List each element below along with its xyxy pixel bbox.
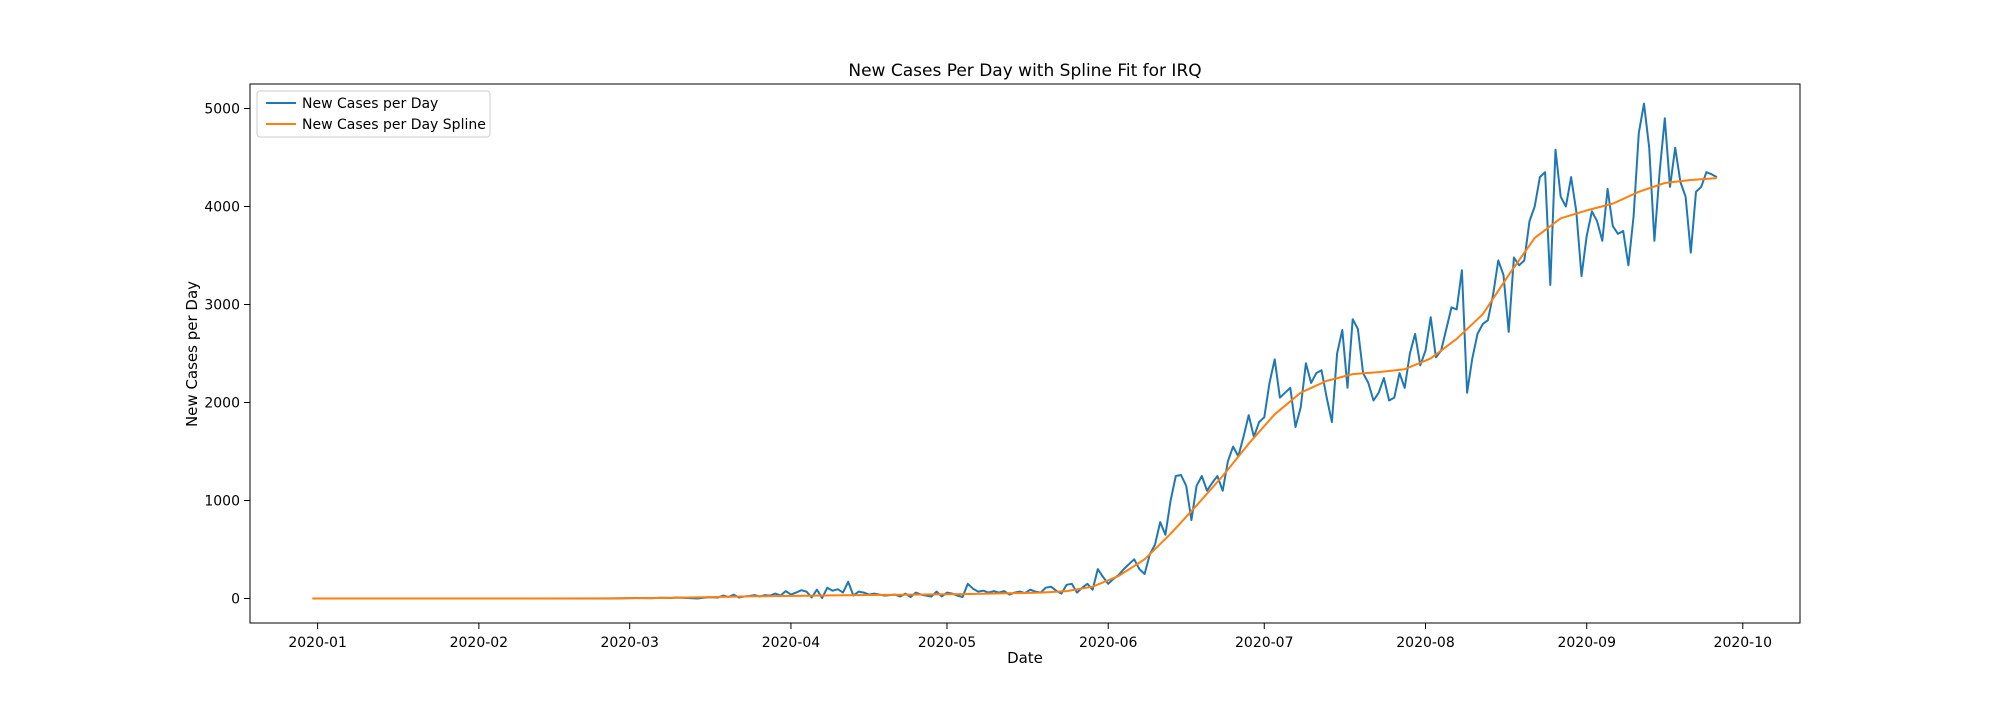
- y-tick-label: 0: [231, 592, 240, 608]
- series-line-spline: [312, 177, 1717, 600]
- x-tick-label: 2020-09: [1557, 635, 1616, 651]
- y-axis-label: New Cases per Day: [183, 281, 201, 427]
- chart-title: New Cases Per Day with Spline Fit for IR…: [848, 61, 1201, 81]
- x-tick-label: 2020-07: [1235, 635, 1294, 651]
- legend-label-new-cases: New Cases per Day: [302, 96, 438, 112]
- legend-box: [256, 90, 491, 138]
- y-tick-label: 2000: [204, 396, 240, 412]
- y-tick-label: 1000: [204, 494, 240, 510]
- plot-area-frame: [249, 83, 1801, 624]
- x-tick-label: 2020-08: [1396, 635, 1455, 651]
- x-tick-label: 2020-06: [1079, 635, 1138, 651]
- x-axis-label: Date: [1007, 649, 1043, 667]
- y-tick-label: 3000: [204, 298, 240, 314]
- x-tick-label: 2020-04: [762, 635, 821, 651]
- y-tick-label: 4000: [204, 200, 240, 216]
- y-axis: 0 1000 2000 3000 4000 5000: [204, 102, 250, 608]
- x-axis: 2020-01 2020-02 2020-03 2020-04 2020-05 2020-…: [288, 623, 1772, 651]
- legend: New Cases per Day New Cases per Day Spli…: [256, 90, 491, 138]
- x-tick-label: 2020-10: [1714, 635, 1773, 651]
- x-tick-label: 2020-01: [288, 635, 347, 651]
- x-tick-label: 2020-05: [918, 635, 977, 651]
- y-tick-label: 5000: [204, 102, 240, 118]
- legend-label-spline: New Cases per Day Spline: [302, 117, 486, 133]
- x-tick-label: 2020-03: [600, 635, 659, 651]
- series-line-new-cases: [312, 102, 1718, 600]
- x-tick-label: 2020-02: [450, 635, 509, 651]
- series-layer: [312, 102, 1718, 600]
